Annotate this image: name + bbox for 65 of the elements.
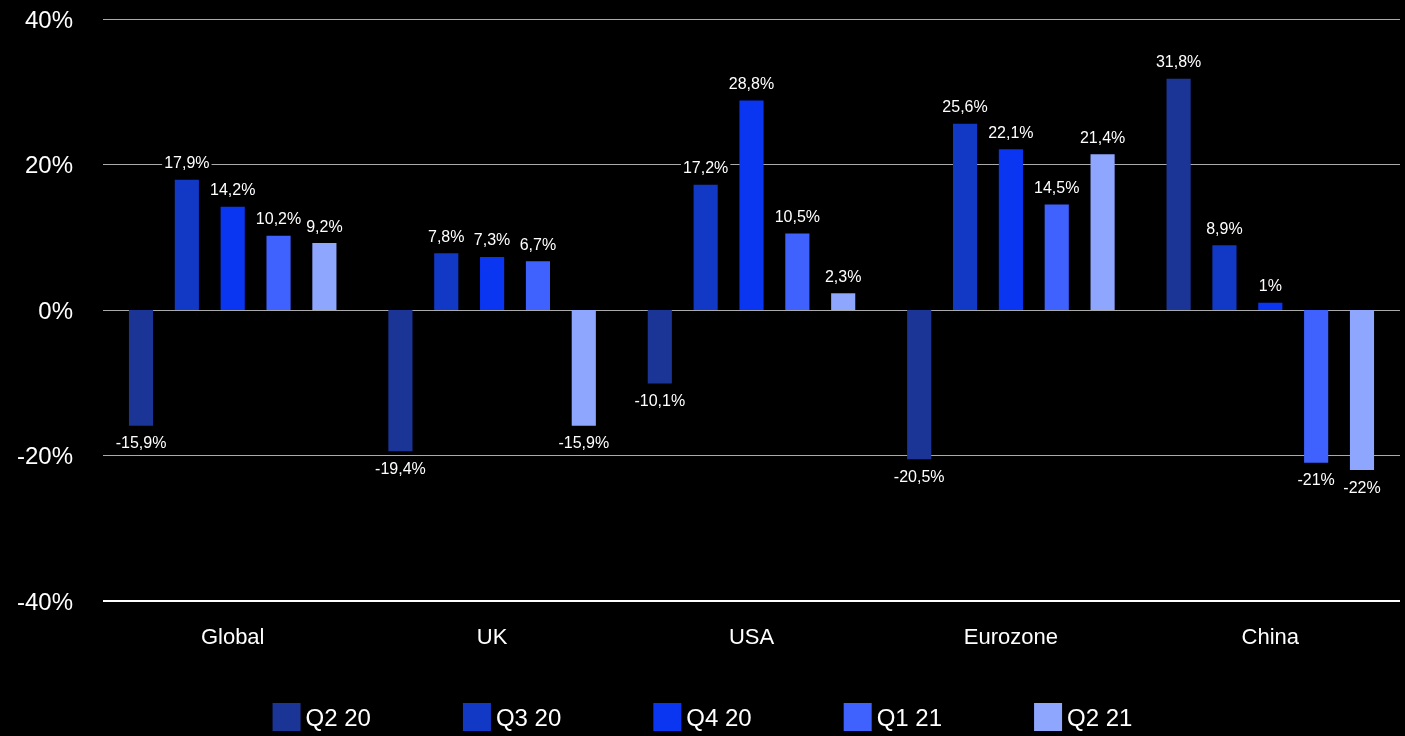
data-label: 10,5% [774, 208, 821, 226]
data-label: 22,1% [988, 123, 1034, 141]
bar [525, 261, 551, 310]
bar [1166, 78, 1191, 310]
legend-label: Q3 20 [495, 703, 562, 731]
data-label: 14,2% [210, 181, 256, 199]
bar [128, 310, 154, 426]
y-tick-label: 40% [24, 5, 73, 33]
data-label: 10,2% [255, 210, 302, 228]
y-tick-label: -40% [16, 587, 73, 615]
data-label: 14,5% [1034, 179, 1080, 197]
data-label: 17,2% [682, 159, 729, 177]
x-tick-label: UK [476, 623, 508, 649]
bar [220, 206, 245, 310]
y-tick-label: 20% [24, 151, 73, 178]
bar [1258, 302, 1283, 310]
data-label: 17,9% [164, 154, 210, 172]
bar [174, 179, 199, 310]
bar [1349, 310, 1375, 471]
bar [785, 233, 810, 310]
legend-label: Q2 20 [305, 703, 371, 731]
bar [739, 100, 764, 310]
bar [647, 310, 672, 384]
data-label: 21,4% [1079, 128, 1126, 146]
data-label: 25,6% [942, 98, 988, 116]
data-label: -15,9% [115, 434, 167, 452]
bar [693, 184, 718, 310]
bar [907, 310, 932, 460]
bar [1044, 204, 1069, 310]
bar [1304, 310, 1329, 463]
data-label: -22% [1343, 478, 1381, 496]
data-label: 8,9% [1206, 219, 1243, 237]
y-tick-label: -20% [16, 442, 73, 469]
y-tick-label: 0% [38, 296, 73, 324]
data-label: 6,7% [519, 235, 557, 253]
bar [480, 256, 505, 310]
data-label: -20,5% [893, 467, 945, 485]
bar [1090, 154, 1115, 310]
data-label: 28,8% [728, 74, 775, 92]
data-label: 1% [1258, 277, 1282, 295]
data-label: 7,3% [473, 231, 511, 249]
legend-label: Q4 20 [686, 703, 752, 731]
data-label: -10,1% [634, 391, 686, 409]
bar [952, 123, 978, 310]
x-tick-label: Global [200, 623, 265, 649]
x-tick-label: China [1241, 623, 1300, 649]
bar [831, 293, 856, 310]
bar [571, 310, 596, 426]
x-tick-label: Eurozone [963, 623, 1058, 649]
x-tick-label: USA [728, 623, 775, 649]
data-label: 31,8% [1155, 53, 1202, 71]
data-label: -19,4% [375, 459, 426, 477]
data-label: -15,9% [558, 434, 610, 452]
data-label: 2,3% [824, 267, 862, 285]
bar [998, 149, 1023, 310]
data-label: 9,2% [306, 217, 343, 235]
bar [388, 310, 413, 452]
data-label: -21% [1297, 471, 1335, 489]
data-label: 7,8% [428, 227, 465, 245]
bar [1212, 245, 1237, 310]
legend-label: Q1 21 [876, 703, 943, 731]
legend-label: Q2 21 [1067, 703, 1133, 731]
bar [312, 243, 337, 310]
bar [434, 253, 459, 310]
bar [266, 235, 291, 310]
